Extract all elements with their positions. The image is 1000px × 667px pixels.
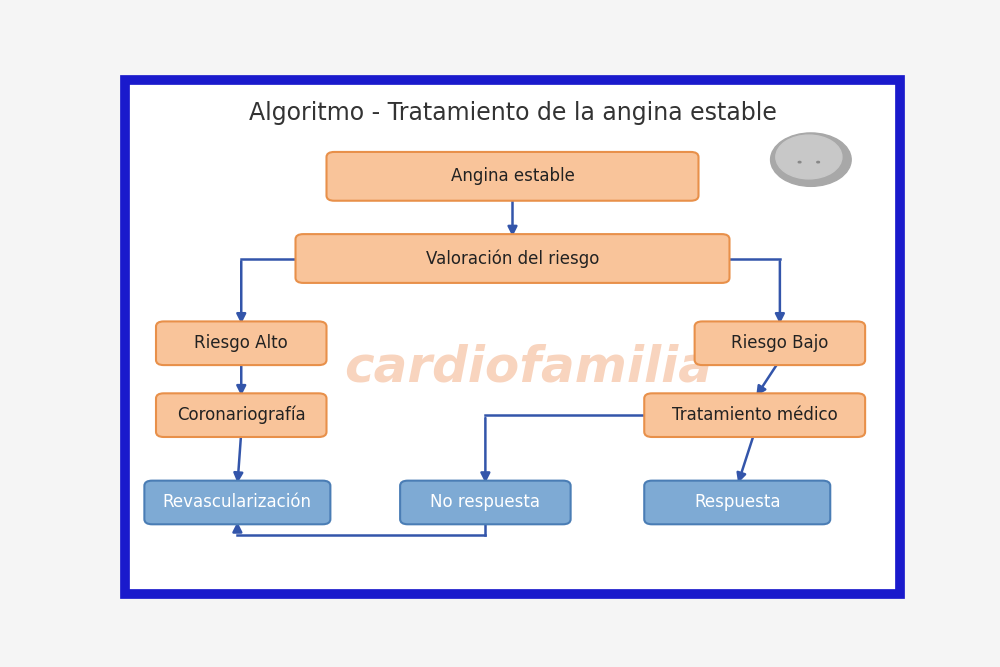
FancyBboxPatch shape (326, 152, 698, 201)
Text: Valoración del riesgo: Valoración del riesgo (426, 249, 599, 267)
Text: Riesgo Bajo: Riesgo Bajo (731, 334, 829, 352)
Text: Tratamiento médico: Tratamiento médico (672, 406, 838, 424)
FancyBboxPatch shape (798, 161, 802, 163)
Text: Angina estable: Angina estable (451, 167, 574, 185)
Text: No respuesta: No respuesta (430, 494, 540, 512)
FancyBboxPatch shape (644, 394, 865, 437)
FancyBboxPatch shape (296, 234, 730, 283)
FancyBboxPatch shape (125, 80, 900, 594)
FancyBboxPatch shape (144, 481, 330, 524)
Circle shape (771, 133, 851, 186)
Circle shape (776, 135, 842, 179)
Text: Riesgo Alto: Riesgo Alto (194, 334, 288, 352)
Text: Algoritmo - Tratamiento de la angina estable: Algoritmo - Tratamiento de la angina est… (249, 101, 776, 125)
FancyBboxPatch shape (156, 321, 326, 365)
FancyBboxPatch shape (695, 321, 865, 365)
FancyBboxPatch shape (400, 481, 571, 524)
FancyBboxPatch shape (156, 394, 326, 437)
FancyBboxPatch shape (816, 161, 820, 163)
Text: Coronariografía: Coronariografía (177, 406, 306, 424)
Text: cardiofamilia: cardiofamilia (344, 344, 712, 392)
Text: Respuesta: Respuesta (694, 494, 780, 512)
FancyBboxPatch shape (644, 481, 830, 524)
Text: Revascularización: Revascularización (163, 494, 312, 512)
